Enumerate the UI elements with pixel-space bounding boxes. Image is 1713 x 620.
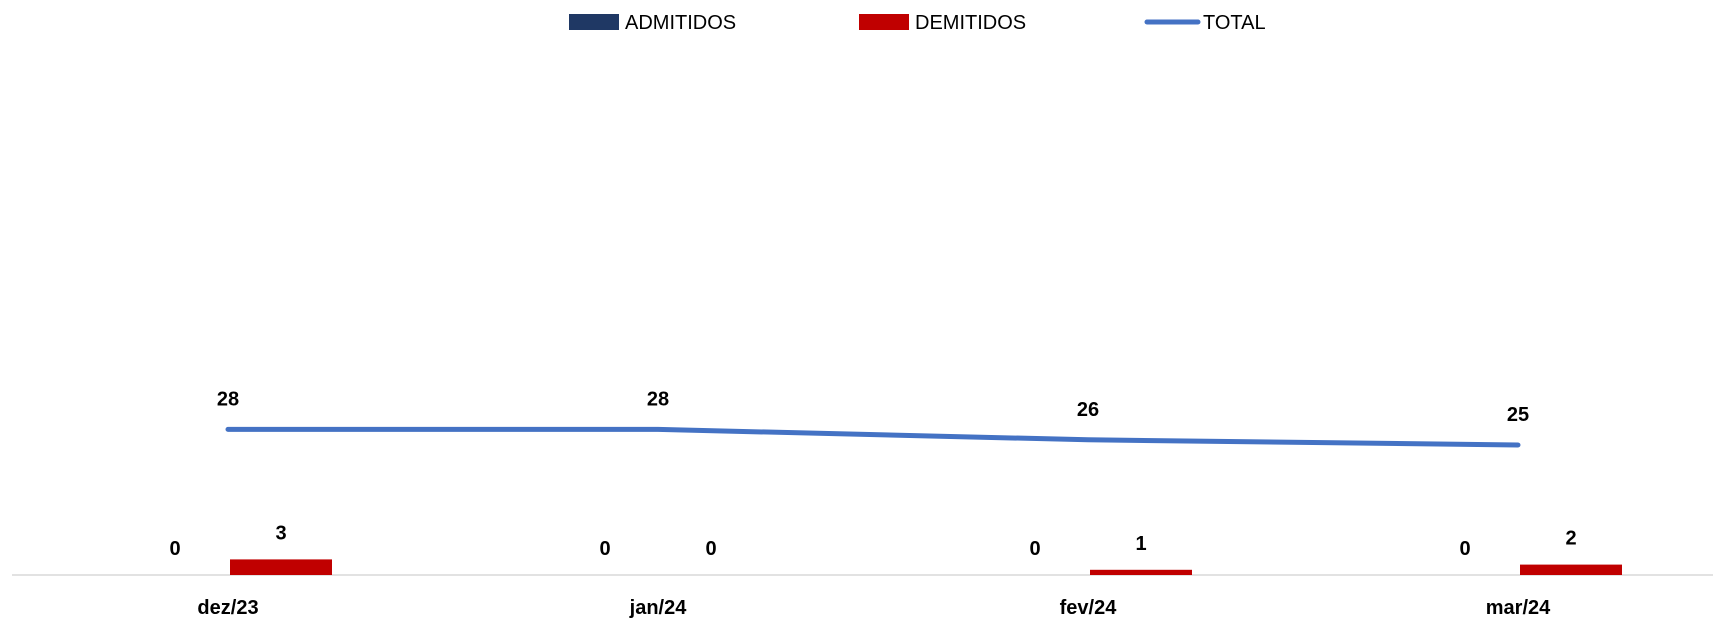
x-tick-label-fev-24: fev/24 [1060, 597, 1118, 619]
data-label-total-dez-23: 28 [217, 388, 239, 410]
data-label-total-fev-24: 26 [1077, 399, 1099, 421]
data-label-demitidos-mar-24: 2 [1565, 528, 1576, 550]
data-label-admitidos-mar-24: 0 [1459, 538, 1470, 560]
data-label-total-mar-24: 25 [1507, 404, 1529, 426]
legend-label-demitidos: DEMITIDOS [915, 12, 1026, 34]
x-tick-label-dez-23: dez/23 [197, 597, 258, 619]
x-tick-label-jan-24: jan/24 [629, 597, 688, 619]
legend-item-total: TOTAL [1144, 12, 1266, 34]
legend: ADMITIDOS DEMITIDOS TOTAL [569, 12, 1266, 34]
data-label-demitidos-fev-24: 1 [1135, 533, 1146, 555]
data-label-demitidos-jan-24: 0 [705, 538, 716, 560]
data-label-total-jan-24: 28 [647, 388, 669, 410]
legend-swatch-admitidos [569, 14, 619, 30]
bar-demitidos-dez-23 [230, 559, 332, 575]
legend-item-admitidos: ADMITIDOS [569, 12, 736, 34]
line-total [225, 426, 1521, 448]
data-label-admitidos-dez-23: 0 [169, 538, 180, 560]
legend-label-admitidos: ADMITIDOS [625, 12, 736, 34]
x-tick-label-mar-24: mar/24 [1486, 597, 1551, 619]
data-label-demitidos-dez-23: 3 [275, 522, 286, 544]
legend-swatch-demitidos [859, 14, 909, 30]
bar-demitidos-fev-24 [1090, 569, 1192, 575]
plot-area: 0 3 dez/23 0 0 jan/24 0 1 fev/24 0 2 mar/24 28 28 26 25 [169, 388, 1622, 619]
data-label-admitidos-jan-24: 0 [599, 538, 610, 560]
legend-label-total: TOTAL [1203, 12, 1266, 34]
data-label-admitidos-fev-24: 0 [1029, 538, 1040, 560]
bar-demitidos-mar-24 [1520, 564, 1622, 575]
legend-item-demitidos: DEMITIDOS [859, 12, 1026, 34]
